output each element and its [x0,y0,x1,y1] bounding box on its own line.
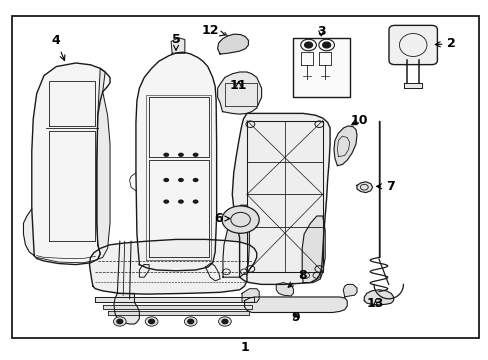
Circle shape [145,317,158,326]
Circle shape [163,199,169,204]
Polygon shape [223,205,249,277]
Circle shape [192,153,198,157]
Polygon shape [364,290,393,305]
Text: 6: 6 [213,212,229,225]
Text: 11: 11 [229,79,247,92]
Polygon shape [232,113,329,284]
Circle shape [113,317,126,326]
Polygon shape [136,52,216,271]
Polygon shape [242,289,259,302]
Text: 13: 13 [366,297,384,310]
Text: 9: 9 [291,311,300,324]
Circle shape [192,199,198,204]
Circle shape [192,178,198,182]
Polygon shape [244,297,346,312]
Text: 1: 1 [240,341,248,354]
Polygon shape [95,297,254,302]
Text: 12: 12 [201,24,224,37]
Polygon shape [217,72,261,114]
Text: 4: 4 [52,34,65,60]
Polygon shape [171,38,184,53]
Bar [12,16,478,338]
Circle shape [218,317,231,326]
Text: 8: 8 [287,269,306,287]
Circle shape [184,317,197,326]
Circle shape [178,153,183,157]
Polygon shape [205,263,220,281]
Circle shape [117,319,122,324]
Polygon shape [102,305,251,309]
Polygon shape [97,68,110,259]
Bar [293,38,349,97]
Text: 7: 7 [376,180,394,193]
Polygon shape [107,311,249,315]
Polygon shape [114,293,139,324]
Circle shape [163,178,169,182]
Polygon shape [217,34,248,54]
Polygon shape [333,126,356,166]
Circle shape [187,319,193,324]
Polygon shape [302,216,325,283]
Polygon shape [356,182,372,193]
Circle shape [178,178,183,182]
Text: 3: 3 [316,25,325,38]
FancyBboxPatch shape [388,26,436,65]
Text: 10: 10 [350,114,367,127]
Polygon shape [89,239,256,294]
Circle shape [163,153,169,157]
Circle shape [322,42,330,48]
Polygon shape [23,209,34,256]
Polygon shape [139,265,149,277]
Circle shape [222,206,259,233]
Polygon shape [276,283,293,296]
Circle shape [148,319,154,324]
Circle shape [222,319,227,324]
Circle shape [178,199,183,204]
Circle shape [304,42,312,48]
Polygon shape [343,284,356,297]
Text: 2: 2 [434,37,455,50]
Polygon shape [403,83,422,88]
Text: 5: 5 [171,33,180,50]
Polygon shape [32,63,110,265]
